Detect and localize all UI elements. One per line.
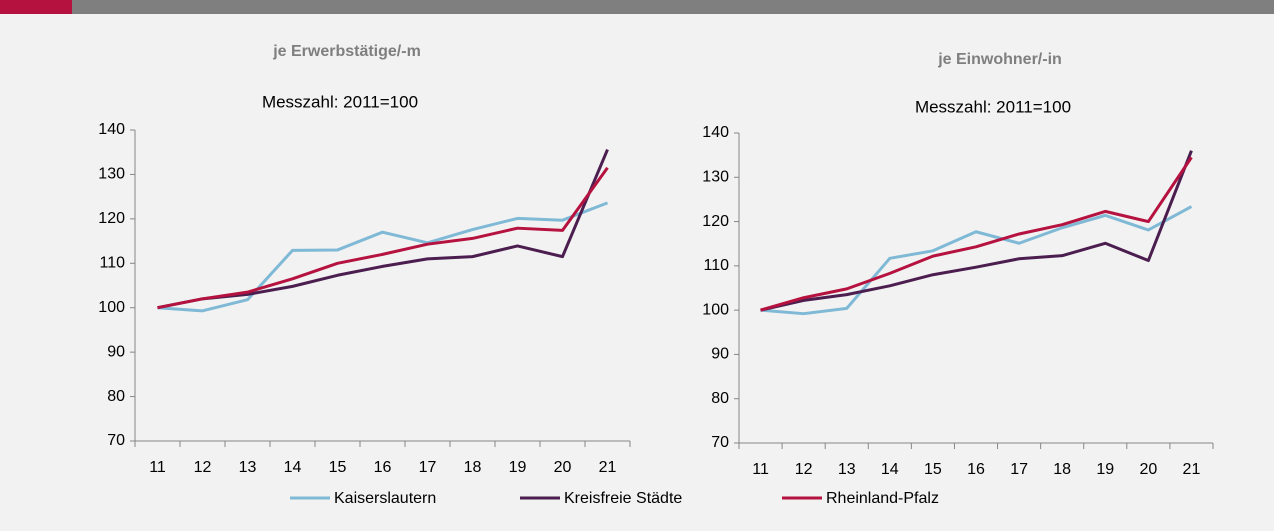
x-tick-label: 14 bbox=[284, 459, 302, 476]
y-tick-label: 110 bbox=[99, 255, 125, 272]
y-tick-label: 100 bbox=[702, 301, 729, 318]
y-tick-label: 70 bbox=[711, 434, 729, 451]
y-tick-label: 90 bbox=[711, 346, 729, 363]
x-tick-label: 18 bbox=[1053, 461, 1071, 478]
chart-subtitle: Messzahl: 2011=100 bbox=[915, 97, 1071, 116]
y-tick-label: 140 bbox=[98, 121, 125, 138]
top-accent bbox=[0, 0, 72, 14]
y-tick-label: 120 bbox=[702, 213, 729, 230]
x-tick-label: 13 bbox=[838, 461, 856, 478]
y-tick-label: 90 bbox=[107, 343, 125, 360]
x-tick-label: 12 bbox=[795, 461, 813, 478]
y-tick-label: 140 bbox=[702, 124, 729, 141]
series-line bbox=[760, 150, 1193, 312]
series-line bbox=[760, 205, 1193, 316]
chart-subtitle: Messzahl: 2011=100 bbox=[262, 92, 418, 111]
y-tick-label: 130 bbox=[98, 166, 125, 183]
legend-label: Kaiserslautern bbox=[334, 490, 436, 507]
legend-label: Kreisfreie Städte bbox=[564, 490, 682, 507]
x-tick-label: 20 bbox=[554, 459, 572, 476]
x-tick-label: 12 bbox=[194, 459, 212, 476]
x-tick-label: 15 bbox=[924, 461, 942, 478]
series-line bbox=[157, 166, 609, 310]
series-line bbox=[760, 156, 1193, 312]
series-line bbox=[157, 201, 609, 313]
y-tick-label: 110 bbox=[703, 257, 729, 274]
x-tick-label: 17 bbox=[419, 459, 437, 476]
x-tick-label: 21 bbox=[599, 459, 617, 476]
x-tick-label: 16 bbox=[374, 459, 392, 476]
y-tick-label: 80 bbox=[711, 390, 729, 407]
x-tick-label: 19 bbox=[1096, 461, 1114, 478]
x-tick-label: 16 bbox=[967, 461, 985, 478]
x-tick-label: 11 bbox=[149, 459, 166, 476]
y-tick-label: 130 bbox=[702, 169, 729, 186]
x-tick-label: 14 bbox=[881, 461, 899, 478]
x-tick-label: 17 bbox=[1010, 461, 1028, 478]
x-tick-label: 21 bbox=[1183, 461, 1201, 478]
y-tick-label: 70 bbox=[107, 432, 125, 449]
chart-title: je Erwerbstätige/-m bbox=[272, 43, 421, 60]
y-tick-label: 100 bbox=[98, 299, 125, 316]
x-tick-label: 20 bbox=[1139, 461, 1157, 478]
x-tick-label: 11 bbox=[752, 461, 769, 478]
y-tick-label: 80 bbox=[107, 388, 125, 405]
x-tick-label: 13 bbox=[239, 459, 257, 476]
chart-title: je Einwohner/-in bbox=[937, 51, 1062, 68]
x-tick-label: 18 bbox=[464, 459, 482, 476]
x-tick-label: 19 bbox=[509, 459, 527, 476]
top-bar bbox=[0, 0, 1274, 14]
legend-label: Rheinland-Pfalz bbox=[826, 490, 939, 507]
x-tick-label: 15 bbox=[329, 459, 347, 476]
y-tick-label: 120 bbox=[98, 210, 125, 227]
